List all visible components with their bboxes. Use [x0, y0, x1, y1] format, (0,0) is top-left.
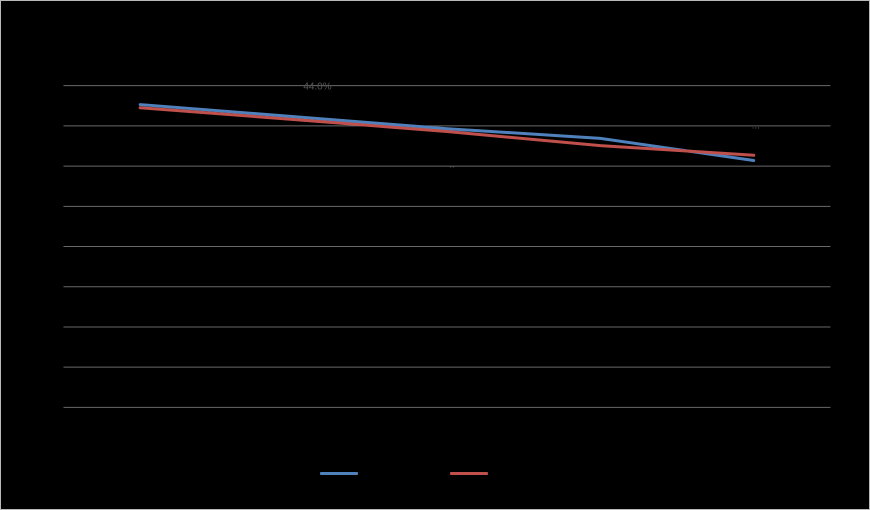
legend-item-series-2	[450, 472, 554, 475]
faint-label-fragment: ...	[752, 120, 760, 131]
series-line-2	[138, 106, 756, 157]
series-line-1	[138, 103, 756, 162]
legend-swatch-series-2	[450, 472, 488, 475]
faint-label-fragment: 44.0%	[303, 82, 331, 93]
legend-item-series-1	[320, 472, 424, 475]
faint-label-fragment: ..	[449, 159, 455, 170]
legend-swatch-series-1	[320, 472, 358, 475]
